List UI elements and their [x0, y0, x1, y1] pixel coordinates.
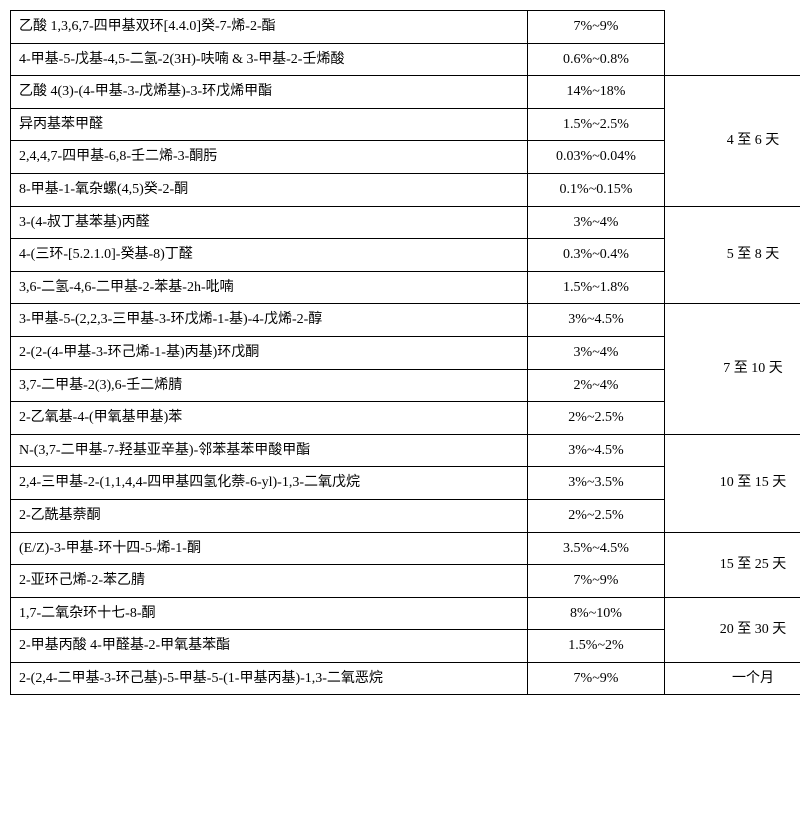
compound-cell: N-(3,7-二甲基-7-羟基亚辛基)-邻苯基苯甲酸甲酯 — [11, 434, 528, 467]
percent-cell: 7%~9% — [528, 662, 665, 695]
compound-cell: 8-甲基-1-氧杂螺(4,5)癸-2-酮 — [11, 173, 528, 206]
table-row: 1,7-二氧杂环十七-8-酮8%~10%20 至 30 天 — [11, 597, 800, 630]
compound-cell: 异丙基苯甲醛 — [11, 108, 528, 141]
percent-cell: 3%~4% — [528, 206, 665, 239]
percent-cell: 0.03%~0.04% — [528, 141, 665, 174]
compound-cell: 4-甲基-5-戊基-4,5-二氢-2(3H)-呋喃 & 3-甲基-2-壬烯酸 — [11, 43, 528, 76]
duration-cell: 10 至 15 天 — [665, 434, 800, 532]
table-row: 乙酸 4(3)-(4-甲基-3-戊烯基)-3-环戊烯甲酯14%~18%4 至 6… — [11, 76, 800, 109]
compound-cell: 2-乙酰基萘酮 — [11, 499, 528, 532]
percent-cell: 3.5%~4.5% — [528, 532, 665, 565]
percent-cell: 3%~4% — [528, 336, 665, 369]
percent-cell: 7%~9% — [528, 11, 665, 44]
compound-cell: 2-甲基丙酸 4-甲醛基-2-甲氧基苯酯 — [11, 630, 528, 663]
compound-table: 乙酸 1,3,6,7-四甲基双环[4.4.0]癸-7-烯-2-酯7%~9%4-甲… — [10, 10, 800, 695]
duration-cell — [665, 11, 800, 76]
compound-cell: 2-(2,4-二甲基-3-环己基)-5-甲基-5-(1-甲基丙基)-1,3-二氧… — [11, 662, 528, 695]
table-row: 3-甲基-5-(2,2,3-三甲基-3-环戊烯-1-基)-4-戊烯-2-醇3%~… — [11, 304, 800, 337]
duration-cell: 20 至 30 天 — [665, 597, 800, 662]
percent-cell: 1.5%~1.8% — [528, 271, 665, 304]
table-row: 3-(4-叔丁基苯基)丙醛3%~4%5 至 8 天 — [11, 206, 800, 239]
table-row: N-(3,7-二甲基-7-羟基亚辛基)-邻苯基苯甲酸甲酯3%~4.5%10 至 … — [11, 434, 800, 467]
compound-cell: 2-乙氧基-4-(甲氧基甲基)苯 — [11, 402, 528, 435]
duration-cell: 7 至 10 天 — [665, 304, 800, 434]
percent-cell: 3%~3.5% — [528, 467, 665, 500]
duration-cell: 15 至 25 天 — [665, 532, 800, 597]
compound-cell: 2-亚环己烯-2-苯乙腈 — [11, 565, 528, 598]
table-row: 乙酸 1,3,6,7-四甲基双环[4.4.0]癸-7-烯-2-酯7%~9% — [11, 11, 800, 44]
duration-cell: 一个月 — [665, 662, 800, 695]
compound-cell: 3-甲基-5-(2,2,3-三甲基-3-环戊烯-1-基)-4-戊烯-2-醇 — [11, 304, 528, 337]
compound-cell: 2,4-三甲基-2-(1,1,4,4-四甲基四氢化萘-6-yl)-1,3-二氧戊… — [11, 467, 528, 500]
percent-cell: 0.1%~0.15% — [528, 173, 665, 206]
percent-cell: 3%~4.5% — [528, 434, 665, 467]
table-row: (E/Z)-3-甲基-环十四-5-烯-1-酮3.5%~4.5%15 至 25 天 — [11, 532, 800, 565]
compound-cell: 3-(4-叔丁基苯基)丙醛 — [11, 206, 528, 239]
percent-cell: 1.5%~2.5% — [528, 108, 665, 141]
percent-cell: 2%~4% — [528, 369, 665, 402]
duration-cell: 5 至 8 天 — [665, 206, 800, 304]
percent-cell: 0.3%~0.4% — [528, 239, 665, 272]
compound-cell: 2,4,4,7-四甲基-6,8-壬二烯-3-酮肟 — [11, 141, 528, 174]
percent-cell: 2%~2.5% — [528, 402, 665, 435]
compound-cell: 4-(三环-[5.2.1.0]-癸基-8)丁醛 — [11, 239, 528, 272]
percent-cell: 2%~2.5% — [528, 499, 665, 532]
compound-cell: (E/Z)-3-甲基-环十四-5-烯-1-酮 — [11, 532, 528, 565]
percent-cell: 7%~9% — [528, 565, 665, 598]
percent-cell: 14%~18% — [528, 76, 665, 109]
percent-cell: 8%~10% — [528, 597, 665, 630]
compound-cell: 2-(2-(4-甲基-3-环己烯-1-基)丙基)环戊酮 — [11, 336, 528, 369]
percent-cell: 0.6%~0.8% — [528, 43, 665, 76]
table-row: 2-(2,4-二甲基-3-环己基)-5-甲基-5-(1-甲基丙基)-1,3-二氧… — [11, 662, 800, 695]
compound-cell: 3,6-二氢-4,6-二甲基-2-苯基-2h-吡喃 — [11, 271, 528, 304]
percent-cell: 1.5%~2% — [528, 630, 665, 663]
compound-cell: 3,7-二甲基-2(3),6-壬二烯腈 — [11, 369, 528, 402]
compound-cell: 乙酸 4(3)-(4-甲基-3-戊烯基)-3-环戊烯甲酯 — [11, 76, 528, 109]
compound-cell: 1,7-二氧杂环十七-8-酮 — [11, 597, 528, 630]
percent-cell: 3%~4.5% — [528, 304, 665, 337]
duration-cell: 4 至 6 天 — [665, 76, 800, 206]
compound-cell: 乙酸 1,3,6,7-四甲基双环[4.4.0]癸-7-烯-2-酯 — [11, 11, 528, 44]
